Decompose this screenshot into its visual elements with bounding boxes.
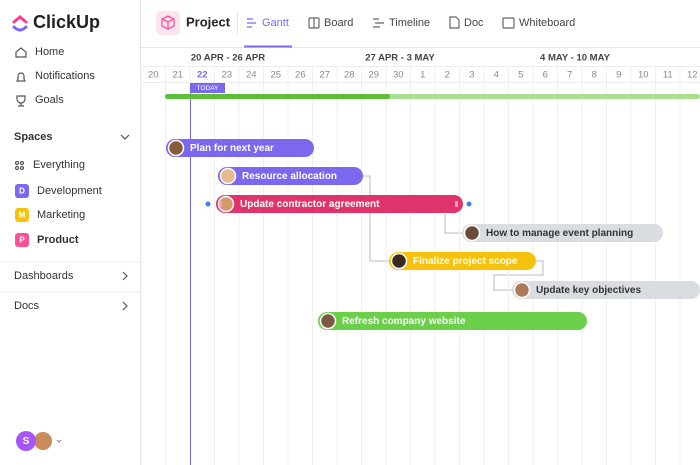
resize-grip[interactable] xyxy=(219,201,222,207)
day-label: 1 xyxy=(420,70,425,81)
day-label: 21 xyxy=(172,70,183,81)
user-initial-bg xyxy=(16,431,36,451)
user-avatar xyxy=(34,432,52,450)
task-label[interactable]: Refresh company website xyxy=(342,316,466,327)
task-bar[interactable] xyxy=(216,195,463,213)
day-label: 3 xyxy=(469,70,474,81)
view-tab[interactable]: Doc xyxy=(464,17,484,29)
logo-text: ClickUp xyxy=(33,12,100,32)
week-label: 20 APR - 26 APR xyxy=(191,53,265,64)
view-tab[interactable]: Whiteboard xyxy=(519,17,575,29)
space-item[interactable]: Development xyxy=(37,185,102,197)
task-label[interactable]: Update key objectives xyxy=(536,285,641,296)
user-initial: S xyxy=(23,436,30,447)
task-bar[interactable] xyxy=(218,167,363,185)
spaces-title: Spaces xyxy=(14,131,53,143)
nav-item[interactable]: Goals xyxy=(35,94,64,106)
day-label: 8 xyxy=(592,70,597,81)
task-bar[interactable] xyxy=(318,312,587,330)
day-label: 4 xyxy=(494,70,499,81)
space-badge xyxy=(15,184,29,198)
day-label: 5 xyxy=(518,70,523,81)
task-bar[interactable] xyxy=(512,281,700,299)
space-badge xyxy=(15,233,29,247)
nav-item[interactable]: Home xyxy=(35,46,64,58)
day-label: 29 xyxy=(368,70,379,81)
task-label[interactable]: Resource allocation xyxy=(242,171,337,182)
space-badge-letter: M xyxy=(19,211,26,220)
day-label: 12 xyxy=(687,70,698,81)
resize-grip[interactable] xyxy=(455,201,458,207)
drag-handle[interactable] xyxy=(466,201,472,207)
day-label: 20 xyxy=(148,70,159,81)
day-label: 6 xyxy=(543,70,548,81)
task-label[interactable]: How to manage event planning xyxy=(486,228,633,239)
space-item[interactable]: Marketing xyxy=(37,209,85,221)
assignee-avatar xyxy=(463,224,481,242)
nav-icons xyxy=(14,47,130,311)
view-tab[interactable]: Board xyxy=(324,17,353,29)
assignee-avatar xyxy=(319,312,337,330)
drag-handle[interactable] xyxy=(205,201,211,207)
day-label: 26 xyxy=(295,70,306,81)
dependency-lines xyxy=(363,175,544,291)
day-label: 25 xyxy=(270,70,281,81)
day-label: 28 xyxy=(344,70,355,81)
task-label[interactable]: Update contractor agreement xyxy=(240,199,380,210)
day-label: 27 xyxy=(319,70,330,81)
day-label: 23 xyxy=(221,70,232,81)
day-label: 11 xyxy=(663,70,673,81)
assignee-avatar xyxy=(167,139,185,157)
week-label: 27 APR - 3 MAY xyxy=(365,53,435,64)
day-label: 30 xyxy=(393,70,404,81)
task-bar[interactable] xyxy=(462,224,663,242)
project-title: Project xyxy=(186,14,231,29)
today-label: TODAY xyxy=(197,85,219,92)
task-label[interactable]: Plan for next year xyxy=(190,143,274,154)
space-item[interactable]: Product xyxy=(37,234,79,246)
section-item[interactable]: Docs xyxy=(14,300,40,312)
day-label: 22 xyxy=(197,70,208,81)
progress-fill xyxy=(165,94,390,99)
user-menu-caret xyxy=(56,439,62,443)
space-badge-letter: P xyxy=(19,236,25,245)
assignee-avatar xyxy=(219,167,237,185)
task-label[interactable]: Finalize project scope xyxy=(413,256,518,267)
day-label: 10 xyxy=(638,70,649,81)
project-cube xyxy=(161,15,175,30)
day-label: 24 xyxy=(246,70,257,81)
day-label: 2 xyxy=(445,70,450,81)
tab-icons xyxy=(247,16,515,29)
assignee-avatar xyxy=(390,252,408,270)
day-label: 7 xyxy=(567,70,572,81)
view-tab[interactable]: Gantt xyxy=(262,17,289,29)
assignee-avatar xyxy=(513,281,531,299)
week-label: 4 MAY - 10 MAY xyxy=(540,53,611,64)
day-label: 9 xyxy=(616,70,621,81)
section-item[interactable]: Dashboards xyxy=(14,270,74,282)
space-badge-letter: D xyxy=(19,187,25,196)
assignee-avatar xyxy=(217,195,235,213)
view-tab[interactable]: Timeline xyxy=(389,17,430,29)
today-badge xyxy=(190,83,225,93)
space-badge xyxy=(15,208,29,222)
task-bar[interactable] xyxy=(389,252,536,270)
logo-icon xyxy=(12,15,28,32)
nav-item[interactable]: Notifications xyxy=(35,70,95,82)
space-item[interactable]: Everything xyxy=(33,159,85,171)
task-bar[interactable] xyxy=(166,139,314,157)
